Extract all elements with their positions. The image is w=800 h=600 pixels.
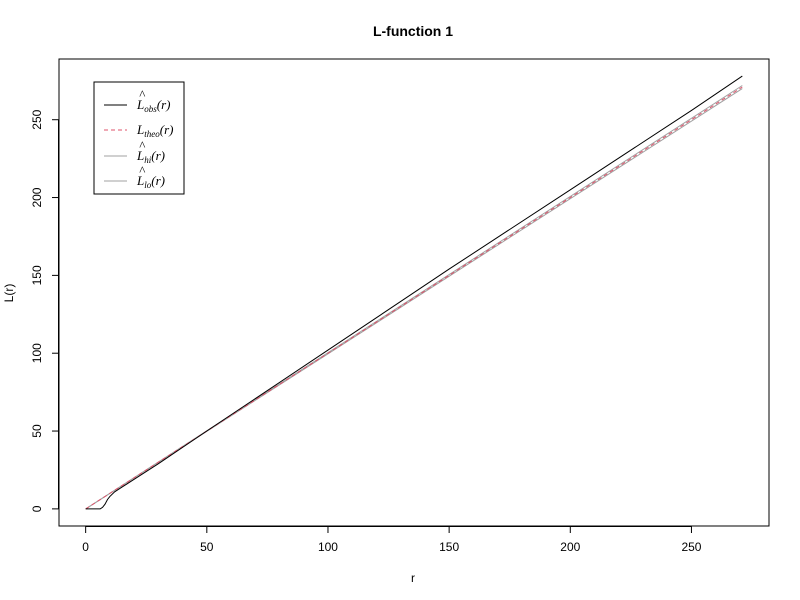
x-tick-label: 250 — [681, 540, 701, 554]
legend-hat-lo: ^ — [139, 163, 146, 178]
series-layer — [85, 75, 743, 510]
legend-label-obs: Lobs(r) — [136, 97, 170, 114]
y-tick-label: 50 — [30, 424, 44, 438]
chart-title: L-function 1 — [373, 23, 453, 39]
legend-label-theo: Ltheo(r) — [136, 122, 173, 139]
x-tick-label: 150 — [439, 540, 459, 554]
y-tick-label: 150 — [30, 265, 44, 285]
y-tick-label: 100 — [30, 343, 44, 363]
y-tick-label: 0 — [30, 505, 44, 512]
y-tick-label: 200 — [30, 187, 44, 207]
legend-hat-obs: ^ — [139, 87, 146, 102]
x-axis-label: r — [411, 571, 415, 585]
series-line-obs — [85, 75, 743, 510]
legend-box — [93, 81, 185, 195]
x-axis: 0 50 100 150 200 250 — [82, 526, 702, 554]
legend-label-hi: Lhi(r) — [136, 148, 165, 165]
x-tick-label: 200 — [560, 540, 580, 554]
legend: Lobs(r)^Ltheo(r)Lhi(r)^Llo(r)^ — [93, 81, 185, 195]
y-tick-label: 250 — [30, 109, 44, 129]
y-axis: 0 50 100 150 200 250 — [30, 109, 59, 512]
legend-hat-hi: ^ — [139, 138, 146, 153]
x-tick-label: 100 — [318, 540, 338, 554]
y-axis-label: L(r) — [2, 284, 16, 303]
legend-label-lo: Llo(r) — [136, 173, 165, 190]
x-tick-label: 0 — [82, 540, 89, 554]
x-tick-label: 50 — [200, 540, 214, 554]
